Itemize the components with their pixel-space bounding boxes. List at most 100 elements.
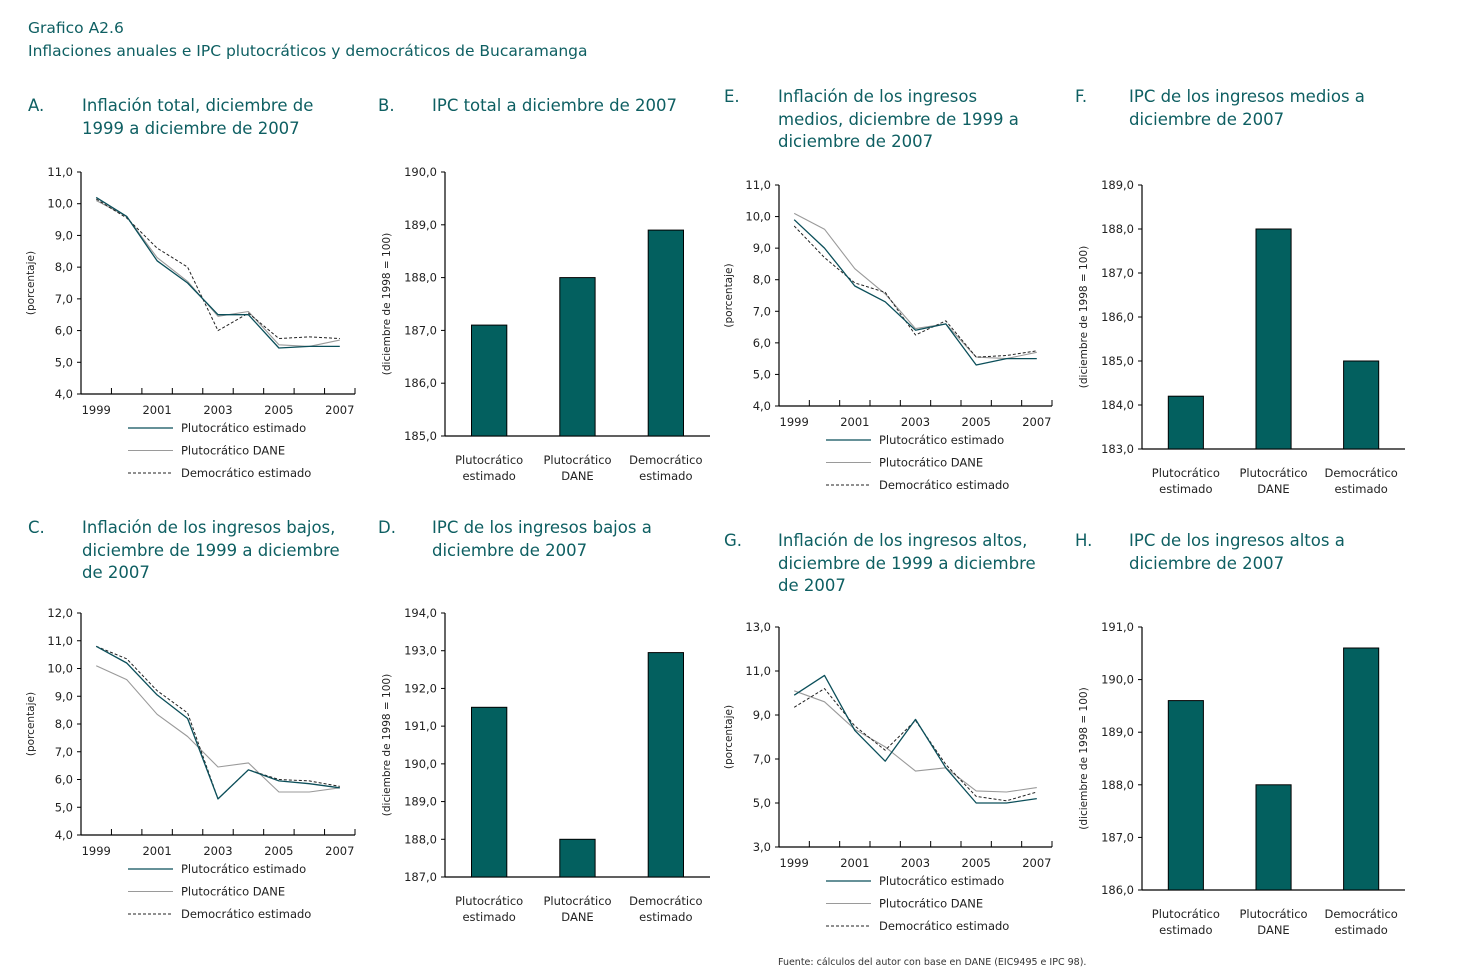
source-note: Fuente: cálculos del autor con base en D… (778, 957, 1087, 968)
chart-f-y-axis-title: (diciembre de 1998 = 100) (1078, 246, 1090, 388)
chart-a-y-tick-label: 8,0 (55, 260, 73, 274)
panel-f-title: IPC de los ingresos medios a diciembre d… (1129, 87, 1365, 129)
chart-a-y-axis-title: (porcentaje) (25, 251, 37, 315)
chart-d-category-label: Plutocrático (543, 894, 611, 908)
chart-d-bar (471, 706, 508, 878)
chart-a-legend-label-plutocratico-dane: Plutocrático DANE (181, 444, 285, 458)
panel-a-title: Inflación total, diciembre de 1999 a dic… (82, 96, 314, 138)
chart-f-category-label: Plutocrático (1152, 466, 1220, 480)
chart-h-y-tick-label: 186,0 (1101, 883, 1134, 897)
panel-g-title: Inflación de los ingresos altos, diciemb… (778, 531, 1036, 595)
chart-e-y-tick-label: 9,0 (753, 241, 771, 255)
chart-e-x-tick-label: 2003 (901, 415, 930, 429)
chart-a-x-tick-label: 2005 (264, 403, 293, 417)
panel-f-letter: F. (1075, 87, 1088, 106)
chart-h-y-axis-title: (diciembre de 1998 = 100) (1078, 687, 1090, 829)
chart-b-y-axis-title: (diciembre de 1998 = 100) (381, 233, 393, 375)
chart-f-y-tick-label: 188,0 (1101, 222, 1134, 236)
chart-a-legend-label-plutocratico-estimado: Plutocrático estimado (181, 421, 306, 435)
chart-c-y-tick-label: 11,0 (47, 634, 73, 648)
panel-a-letter: A. (28, 96, 45, 115)
chart-e-y-tick-label: 8,0 (753, 273, 771, 287)
chart-c-y-tick-label: 4,0 (55, 828, 73, 842)
chart-f-y-tick-label: 183,0 (1101, 442, 1134, 456)
chart-d-category-label: estimado (639, 910, 692, 924)
chart-b-y-tick-label: 189,0 (404, 218, 437, 232)
chart-d-bar (559, 838, 596, 878)
chart-f-category-label: Plutocrático (1239, 466, 1307, 480)
chart-b-y-tick-label: 187,0 (404, 323, 437, 337)
chart-h-y-tick-label: 190,0 (1101, 673, 1134, 687)
chart-c-y-tick-label: 9,0 (55, 689, 73, 703)
figure-title-block: Grafico A2.6 Inflaciones anuales e IPC p… (28, 17, 588, 63)
chart-h-y-tick-label: 187,0 (1101, 830, 1134, 844)
chart-a-y-tick-label: 7,0 (55, 292, 73, 306)
chart-e-y-tick-label: 11,0 (745, 178, 771, 192)
chart-f-category-label: estimado (1334, 482, 1387, 496)
chart-e-legend-label-plutocratico-estimado: Plutocrático estimado (879, 433, 1004, 447)
chart-h-bar (1167, 700, 1204, 891)
chart-d-y-tick-label: 187,0 (404, 870, 437, 884)
chart-h-category-label: estimado (1334, 923, 1387, 937)
chart-b-y-tick-label: 190,0 (404, 165, 437, 179)
chart-c-x-tick-label: 2007 (325, 844, 354, 858)
chart-e-x-tick-label: 2005 (962, 415, 991, 429)
chart-f-y-tick-label: 187,0 (1101, 266, 1134, 280)
chart-c-x-tick-label: 2001 (142, 844, 171, 858)
chart-c-legend-label-plutocratico-dane: Plutocrático DANE (181, 885, 285, 899)
chart-a-y-tick-label: 4,0 (55, 387, 73, 401)
panel-b-letter: B. (378, 96, 395, 115)
chart-e-y-tick-label: 7,0 (753, 304, 771, 318)
chart-d-y-tick-label: 192,0 (404, 681, 437, 695)
panel-c-title: Inflación de los ingresos bajos, diciemb… (82, 518, 340, 582)
panel-e-title: Inflación de los ingresos medios, diciem… (778, 87, 1019, 151)
chart-b-bar (471, 324, 508, 437)
chart-e-y-tick-label: 5,0 (753, 367, 771, 381)
chart-g-x-tick-label: 2003 (901, 856, 930, 870)
chart-g-x-tick-label: 2005 (962, 856, 991, 870)
chart-g-y-axis-title: (porcentaje) (723, 705, 735, 769)
chart-e-x-tick-label: 2001 (840, 415, 869, 429)
chart-h-y-tick-label: 189,0 (1101, 725, 1134, 739)
chart-g-legend-label-democratico-estimado: Democrático estimado (879, 919, 1009, 933)
chart-c-legend-label-democratico-estimado: Democrático estimado (181, 907, 311, 921)
chart-e-legend-label-plutocratico-dane: Plutocrático DANE (879, 456, 983, 470)
chart-f-bar (1255, 228, 1292, 450)
chart-a-y-tick-label: 9,0 (55, 228, 73, 242)
panel-d-letter: D. (378, 518, 396, 537)
chart-e-x-tick-label: 1999 (780, 415, 809, 429)
chart-b-category-label: estimado (639, 469, 692, 483)
chart-d-y-tick-label: 193,0 (404, 644, 437, 658)
chart-e-x-tick-label: 2007 (1022, 415, 1051, 429)
chart-e-y-tick-label: 10,0 (745, 210, 771, 224)
chart-a-x-tick-label: 1999 (82, 403, 111, 417)
chart-f-y-tick-label: 185,0 (1101, 354, 1134, 368)
chart-d-y-tick-label: 189,0 (404, 795, 437, 809)
chart-f-category-label: Democrático (1324, 466, 1397, 480)
chart-g-y-tick-label: 7,0 (753, 752, 771, 766)
figure-title: Inflaciones anuales e IPC plutocráticos … (28, 42, 588, 60)
chart-h-category-label: Democrático (1324, 907, 1397, 921)
chart-d-category-label: DANE (561, 910, 593, 924)
chart-c-x-tick-label: 2005 (264, 844, 293, 858)
panel-b-title: IPC total a diciembre de 2007 (432, 96, 678, 115)
chart-f-y-tick-label: 186,0 (1101, 310, 1134, 324)
chart-a-y-tick-label: 6,0 (55, 324, 73, 338)
chart-g-y-tick-label: 13,0 (745, 620, 771, 634)
chart-c-y-tick-label: 5,0 (55, 800, 73, 814)
chart-c-x-tick-label: 1999 (82, 844, 111, 858)
chart-d-y-tick-label: 190,0 (404, 757, 437, 771)
chart-c-y-tick-label: 8,0 (55, 717, 73, 731)
chart-f-y-tick-label: 184,0 (1101, 398, 1134, 412)
chart-d-y-tick-label: 191,0 (404, 719, 437, 733)
chart-f-category-label: DANE (1257, 482, 1289, 496)
chart-e-y-tick-label: 4,0 (753, 399, 771, 413)
chart-g-y-tick-label: 5,0 (753, 796, 771, 810)
chart-h-category-label: estimado (1159, 923, 1212, 937)
